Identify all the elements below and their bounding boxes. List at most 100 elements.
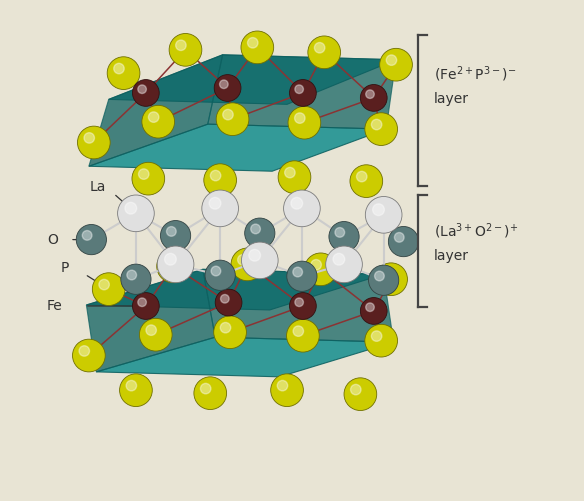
Circle shape [365, 113, 398, 145]
Circle shape [290, 80, 317, 106]
Circle shape [176, 40, 186, 51]
Circle shape [194, 377, 227, 409]
Circle shape [165, 254, 176, 265]
Circle shape [369, 265, 399, 295]
Circle shape [249, 249, 260, 261]
Circle shape [221, 295, 229, 303]
Circle shape [82, 230, 92, 240]
Polygon shape [89, 124, 386, 171]
Circle shape [308, 36, 340, 69]
Circle shape [371, 119, 382, 130]
Circle shape [329, 221, 359, 252]
Circle shape [371, 331, 382, 341]
Circle shape [132, 162, 165, 195]
Circle shape [148, 112, 159, 122]
Circle shape [333, 254, 345, 265]
Circle shape [374, 271, 384, 281]
Circle shape [200, 383, 211, 394]
Circle shape [79, 346, 89, 356]
Circle shape [157, 246, 194, 283]
Circle shape [142, 105, 175, 138]
Circle shape [388, 226, 419, 257]
Text: layer: layer [434, 92, 469, 106]
Circle shape [381, 270, 392, 280]
Circle shape [127, 270, 137, 280]
Circle shape [223, 109, 233, 120]
Circle shape [311, 260, 321, 270]
Circle shape [248, 38, 258, 48]
Circle shape [107, 57, 140, 90]
Circle shape [293, 326, 304, 336]
Circle shape [121, 264, 151, 295]
Circle shape [120, 374, 152, 407]
Text: La: La [90, 180, 106, 194]
Circle shape [241, 31, 274, 64]
Circle shape [326, 246, 362, 283]
Circle shape [138, 169, 149, 179]
Circle shape [295, 85, 304, 94]
Circle shape [202, 190, 238, 227]
Circle shape [146, 325, 157, 335]
Circle shape [287, 261, 317, 292]
Circle shape [277, 380, 288, 391]
Circle shape [78, 126, 110, 159]
Circle shape [271, 374, 304, 407]
Circle shape [231, 248, 264, 281]
Circle shape [133, 80, 159, 106]
Text: Fe: Fe [47, 299, 62, 313]
Circle shape [138, 85, 147, 94]
Circle shape [125, 202, 137, 214]
Text: P: P [60, 261, 68, 275]
Polygon shape [203, 270, 394, 342]
Circle shape [161, 220, 191, 250]
Circle shape [344, 378, 377, 410]
Polygon shape [89, 55, 223, 166]
Polygon shape [208, 55, 396, 129]
Text: O: O [47, 232, 58, 246]
Circle shape [291, 197, 303, 209]
Circle shape [220, 80, 228, 89]
Circle shape [138, 298, 147, 307]
Circle shape [386, 55, 397, 65]
Circle shape [84, 133, 95, 143]
Polygon shape [86, 270, 384, 310]
Circle shape [209, 197, 221, 209]
Circle shape [220, 323, 231, 333]
Circle shape [278, 161, 311, 193]
Circle shape [375, 263, 408, 296]
Circle shape [288, 106, 321, 139]
Circle shape [214, 316, 246, 349]
Circle shape [216, 103, 249, 136]
Circle shape [366, 196, 402, 233]
Circle shape [350, 165, 383, 197]
Circle shape [365, 324, 398, 357]
Circle shape [204, 164, 237, 196]
Circle shape [304, 253, 337, 286]
Circle shape [114, 63, 124, 74]
Circle shape [166, 226, 176, 236]
Circle shape [92, 273, 125, 306]
Circle shape [373, 204, 384, 215]
Circle shape [214, 75, 241, 101]
Circle shape [380, 49, 412, 81]
Circle shape [356, 171, 367, 182]
Circle shape [215, 289, 242, 316]
Circle shape [133, 293, 159, 319]
Circle shape [335, 227, 345, 237]
Polygon shape [109, 55, 396, 104]
Circle shape [140, 318, 172, 351]
Text: (Fe$^{2+}$P$^{3-}$)$^{-}$: (Fe$^{2+}$P$^{3-}$)$^{-}$ [434, 65, 516, 84]
Circle shape [360, 298, 387, 324]
Circle shape [99, 280, 109, 290]
Circle shape [241, 242, 278, 279]
Circle shape [295, 298, 304, 307]
Circle shape [169, 34, 202, 66]
Circle shape [284, 190, 320, 227]
Circle shape [126, 380, 137, 391]
Polygon shape [96, 337, 394, 377]
Polygon shape [86, 270, 215, 372]
Circle shape [287, 319, 319, 352]
Circle shape [350, 384, 361, 395]
Circle shape [238, 255, 248, 265]
Text: layer: layer [434, 249, 469, 264]
